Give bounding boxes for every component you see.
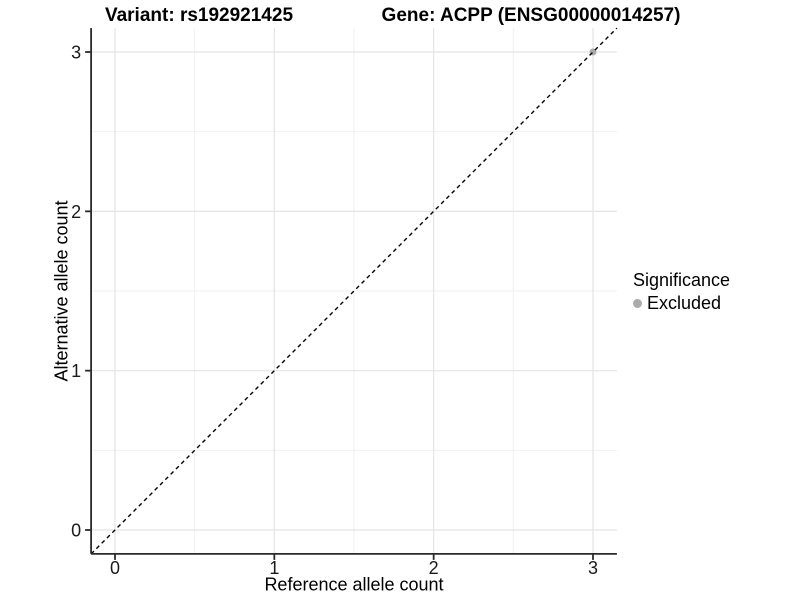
plot-title-variant: Variant: rs192921425 xyxy=(104,5,294,26)
legend-item-excluded: Excluded xyxy=(633,292,730,315)
y-tick-label: 2 xyxy=(71,202,81,222)
y-axis-title: Alternative allele count xyxy=(51,200,72,382)
y-tick-label: 0 xyxy=(71,521,81,541)
legend: Significance Excluded xyxy=(633,269,730,315)
plot-title-gene: Gene: ACPP (ENSG00000014257) xyxy=(381,5,681,26)
identity-line xyxy=(90,27,618,555)
x-tick-label: 0 xyxy=(110,558,120,578)
y-tick-label: 3 xyxy=(71,43,81,63)
x-tick-label: 3 xyxy=(588,558,598,578)
legend-item-label: Excluded xyxy=(647,293,722,313)
excluded-point-icon xyxy=(633,299,642,308)
x-tick-label: 2 xyxy=(429,558,439,578)
x-axis-title: Reference allele count xyxy=(264,574,444,595)
x-tick-label: 1 xyxy=(269,558,279,578)
y-tick-label: 1 xyxy=(71,361,81,381)
legend-title: Significance xyxy=(633,270,731,290)
